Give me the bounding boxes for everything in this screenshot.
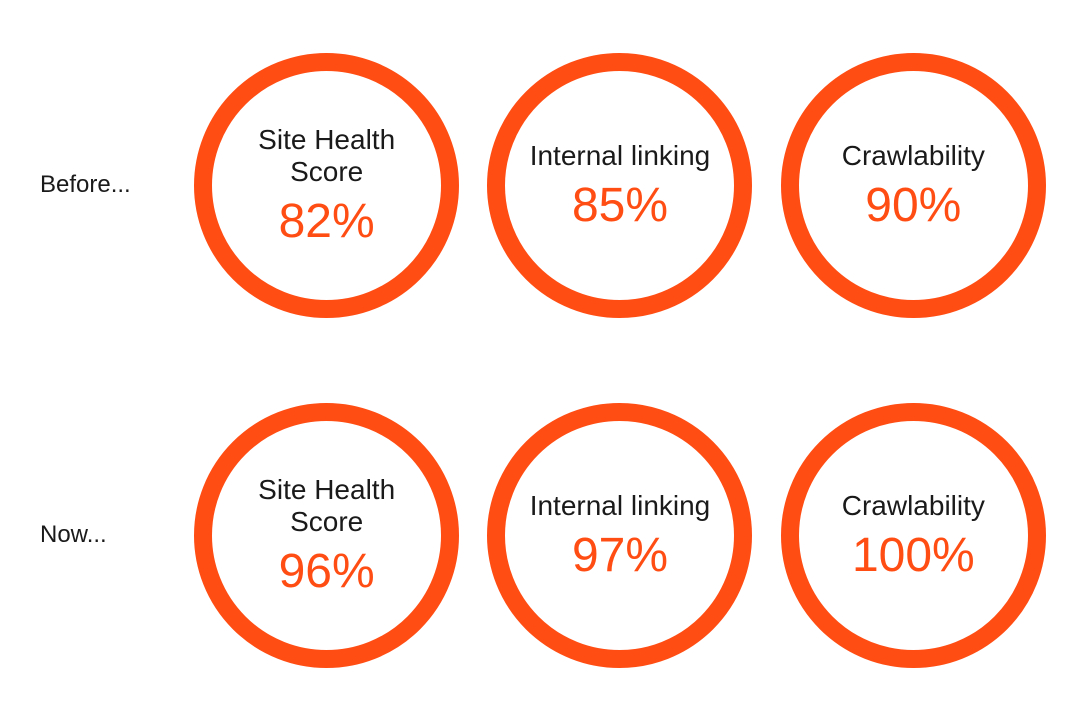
metric-now-crawlability: Crawlability 100% xyxy=(781,403,1046,668)
metric-title: Internal linking xyxy=(530,490,711,522)
metric-title: Crawlability xyxy=(842,140,985,172)
metric-now-internal-linking: Internal linking 97% xyxy=(487,403,752,668)
metrics-grid: Before... Site Health Score 82% Internal… xyxy=(0,0,1080,720)
metric-before-internal-linking: Internal linking 85% xyxy=(487,53,752,318)
metric-now-site-health: Site Health Score 96% xyxy=(194,403,459,668)
row-label-now: Now... xyxy=(0,521,107,549)
metric-value: 100% xyxy=(852,532,975,580)
metric-value: 82% xyxy=(279,198,375,246)
row-label-before: Before... xyxy=(0,171,131,199)
metric-before-crawlability: Crawlability 90% xyxy=(781,53,1046,318)
metric-value: 85% xyxy=(572,182,668,230)
metric-title: Crawlability xyxy=(842,490,985,522)
metric-value: 97% xyxy=(572,532,668,580)
metric-title: Internal linking xyxy=(530,140,711,172)
metric-value: 90% xyxy=(865,182,961,230)
metric-value: 96% xyxy=(279,548,375,596)
metric-title: Site Health Score xyxy=(235,124,418,188)
metric-ring: Site Health Score 82% xyxy=(194,53,459,318)
metric-title: Site Health Score xyxy=(235,474,418,538)
metric-before-site-health: Site Health Score 82% xyxy=(194,53,459,318)
metric-ring: Site Health Score 96% xyxy=(194,403,459,668)
metric-ring: Internal linking 97% xyxy=(487,403,752,668)
metric-ring: Internal linking 85% xyxy=(487,53,752,318)
metric-ring: Crawlability 90% xyxy=(781,53,1046,318)
metric-ring: Crawlability 100% xyxy=(781,403,1046,668)
